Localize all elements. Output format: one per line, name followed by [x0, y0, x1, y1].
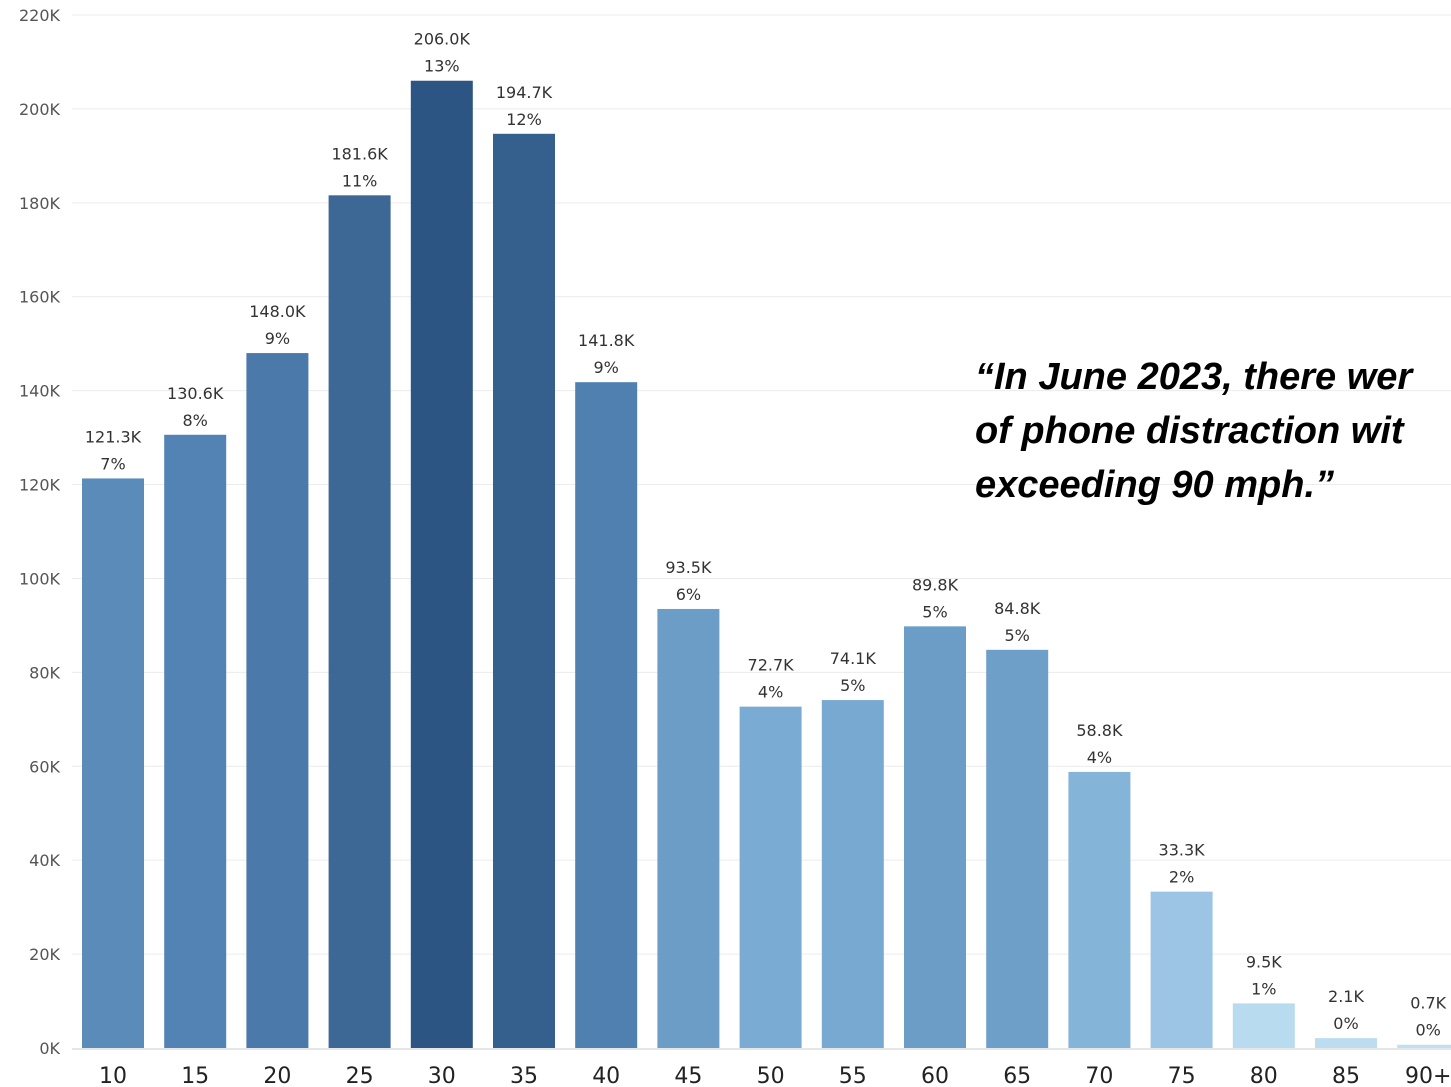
y-tick-label: 20K — [29, 945, 60, 964]
bar — [493, 133, 555, 1049]
x-tick-label: 65 — [1003, 1064, 1031, 1087]
bar-value-label: 89.8K — [912, 575, 959, 594]
bar-value-label: 84.8K — [994, 599, 1041, 618]
x-tick-label: 30 — [428, 1064, 456, 1087]
y-tick-label: 0K — [39, 1039, 60, 1058]
bar — [1150, 891, 1213, 1048]
bar-percent-label: 6% — [676, 585, 701, 604]
x-tick-label: 15 — [181, 1064, 209, 1087]
x-tick-label: 90+ — [1405, 1064, 1451, 1087]
bar — [821, 700, 884, 1048]
y-tick-label: 40K — [29, 851, 60, 870]
bar — [986, 649, 1049, 1048]
bar-percent-label: 4% — [758, 683, 783, 702]
bar — [246, 353, 309, 1048]
bar-value-label: 9.5K — [1246, 952, 1282, 971]
bar — [410, 80, 473, 1048]
x-tick-label: 60 — [921, 1064, 949, 1087]
annotation-quote: “In June 2023, there wer of phone distra… — [975, 356, 1413, 506]
x-tick-label: 50 — [757, 1064, 785, 1087]
bar-percent-label: 0% — [1416, 1021, 1441, 1040]
bar-percent-label: 0% — [1333, 1014, 1358, 1033]
bar — [1232, 1003, 1295, 1048]
bar-percent-label: 5% — [922, 602, 947, 621]
bar — [1315, 1038, 1377, 1048]
x-tick-label: 40 — [592, 1064, 620, 1087]
bar-value-label: 148.0K — [249, 302, 306, 321]
bar — [1397, 1044, 1451, 1048]
bar-percent-label: 9% — [594, 358, 619, 377]
bar-percent-label: 11% — [342, 171, 378, 190]
bar-value-label: 58.8K — [1076, 721, 1123, 740]
bar-percent-label: 5% — [840, 676, 865, 695]
bar-value-label: 72.7K — [748, 656, 795, 675]
bar-percent-label: 4% — [1087, 748, 1112, 767]
bar — [1068, 771, 1131, 1048]
y-tick-label: 220K — [19, 6, 61, 25]
y-tick-label: 100K — [19, 569, 61, 588]
bar-percent-label: 2% — [1169, 868, 1194, 887]
x-tick-label: 75 — [1168, 1064, 1196, 1087]
x-tick-label: 45 — [674, 1064, 702, 1087]
x-tick-label: 85 — [1332, 1064, 1360, 1087]
bar-value-label: 206.0K — [414, 30, 471, 49]
bar — [164, 434, 227, 1048]
bar-percent-label: 5% — [1005, 626, 1030, 645]
bar-percent-label: 13% — [424, 57, 460, 76]
bar — [904, 626, 966, 1048]
x-tick-label: 35 — [510, 1064, 538, 1087]
bar-value-label: 130.6K — [167, 384, 224, 403]
y-tick-label: 80K — [29, 663, 60, 682]
x-tick-label: 55 — [839, 1064, 867, 1087]
y-tick-label: 200K — [19, 100, 61, 119]
bar-percent-label: 8% — [183, 411, 208, 430]
bar — [575, 382, 638, 1048]
bar — [739, 706, 802, 1048]
bar-value-label: 33.3K — [1159, 841, 1206, 860]
y-tick-label: 180K — [19, 194, 61, 213]
y-tick-label: 160K — [19, 288, 61, 307]
bar-value-label: 93.5K — [665, 558, 712, 577]
bar-value-label: 141.8K — [578, 331, 635, 350]
y-tick-label: 140K — [19, 382, 61, 401]
x-tick-label: 70 — [1085, 1064, 1113, 1087]
bar-percent-label: 1% — [1251, 979, 1276, 998]
bar-value-label: 74.1K — [830, 649, 877, 668]
bar-percent-label: 7% — [100, 454, 125, 473]
bar-value-label: 0.7K — [1410, 994, 1446, 1013]
bar-value-label: 194.7K — [496, 83, 553, 102]
bar — [657, 608, 720, 1048]
bar-percent-label: 9% — [265, 329, 290, 348]
x-tick-label: 20 — [263, 1064, 291, 1087]
x-tick-label: 80 — [1250, 1064, 1278, 1087]
bar — [82, 478, 144, 1048]
bar-percent-label: 12% — [506, 110, 542, 129]
bar-value-label: 181.6K — [331, 144, 388, 163]
x-tick-label: 10 — [99, 1064, 127, 1087]
y-tick-label: 120K — [19, 476, 61, 495]
bar-value-label: 121.3K — [85, 427, 142, 446]
bar — [328, 195, 391, 1049]
x-tick-label: 25 — [346, 1064, 374, 1087]
bar-value-label: 2.1K — [1328, 987, 1364, 1006]
y-tick-label: 60K — [29, 757, 60, 776]
